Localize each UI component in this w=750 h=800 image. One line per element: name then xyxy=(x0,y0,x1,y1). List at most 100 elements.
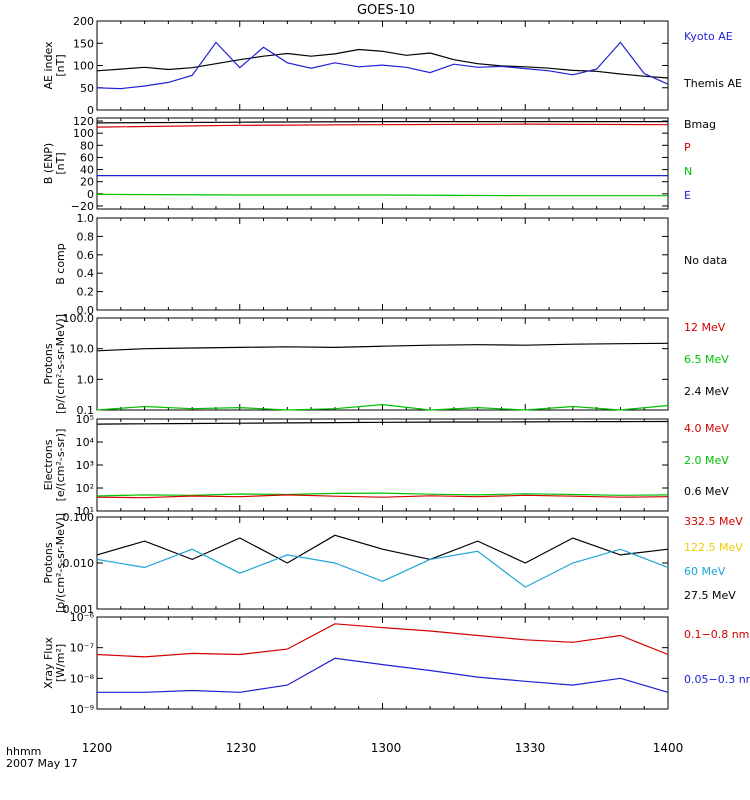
series-60-mev xyxy=(96,548,669,588)
legend-entry: 122.5 MeV xyxy=(684,541,743,554)
series-kyoto-ae xyxy=(96,41,669,90)
y-tick-label: 0.4 xyxy=(77,267,95,280)
panel-protons2: 0.001 0.010 0.100 Protons [p/(cm²-s-sr-MeV)]… xyxy=(42,511,743,616)
panel-protons1: 0.1 1.0 10.0 100.0 Protons [p/(cm²-s-sr-MeV)]… xyxy=(42,312,729,417)
y-axis-unit: [nT] xyxy=(54,54,67,76)
panel-xray: 10⁻⁹ 10⁻⁸ 10⁻⁷ 10⁻⁶ Xray Flux [W/m²] 0.1−0.8 n… xyxy=(42,611,750,716)
y-tick-label: 0.2 xyxy=(77,286,95,299)
legend-entry: 332.5 MeV xyxy=(684,515,743,528)
panel-frame xyxy=(96,217,669,311)
series-n xyxy=(96,193,668,197)
y-tick-label: 0.0 xyxy=(77,304,95,317)
y-tick-label: 10⁵ xyxy=(76,413,94,426)
legend-entry: 0.6 MeV xyxy=(684,485,729,498)
panel-ae: 0 50 100 150 200 AE index [nT] Kyoto AE Themis A… xyxy=(42,15,742,117)
y-tick-label: 0.010 xyxy=(63,557,95,570)
x-axis-labels: 1200 1230 1300 1330 1400 xyxy=(82,741,684,755)
y-axis-label: AE index xyxy=(42,41,55,90)
legend-entry: Bmag xyxy=(684,118,716,131)
y-tick-label: 80 xyxy=(80,139,94,152)
y-tick-label: 1.0 xyxy=(77,212,95,225)
y-tick-label: 0.6 xyxy=(77,249,95,262)
y-tick-label: 10.0 xyxy=(70,343,95,356)
panel-electrons: 10¹ 10² 10³ 10⁴ 10⁵ Electrons [e/(cm²-s-sr)] 4.… xyxy=(42,413,729,518)
panel-frame xyxy=(96,516,669,610)
series-0-6-mev xyxy=(96,420,669,425)
y-tick-label: 10⁻⁸ xyxy=(70,672,95,685)
y-tick-label: 0.100 xyxy=(63,511,95,524)
x-tick-1400: 1400 xyxy=(653,741,684,755)
y-tick-label: 20 xyxy=(80,176,94,189)
legend-entry: 2.0 MeV xyxy=(684,454,729,467)
y-axis-label: B comp xyxy=(54,243,67,285)
y-axis-label: B (ENP) xyxy=(42,143,55,184)
series-0-1-0-8-nm xyxy=(96,623,669,658)
legend-entry: 12 MeV xyxy=(684,321,726,334)
x-tick-1200: 1200 xyxy=(82,741,113,755)
legend-entry: 6.5 MeV xyxy=(684,353,729,366)
y-tick-label: 120 xyxy=(73,115,94,128)
legend-entry: Kyoto AE xyxy=(684,30,733,43)
legend-entry: E xyxy=(684,189,691,202)
y-tick-label: 0 xyxy=(87,188,94,201)
legend-entry: N xyxy=(684,165,692,178)
legend-entry: 0.1−0.8 nm xyxy=(684,628,749,641)
legend-entry: No data xyxy=(684,254,727,267)
legend-entry: 27.5 MeV xyxy=(684,589,736,602)
y-axis-unit: [e/(cm²-s-sr)] xyxy=(54,429,67,502)
panel-frame xyxy=(96,317,669,411)
x-tick-1230: 1230 xyxy=(226,741,257,755)
y-axis-unit: [p/(cm²-s-sr-MeV)] xyxy=(54,513,67,613)
y-tick-label: 0.8 xyxy=(77,230,95,243)
panel-frame xyxy=(96,616,669,710)
legend-entry: Themis AE xyxy=(683,77,742,90)
series-27-5-mev xyxy=(96,534,669,564)
y-tick-label: 0.001 xyxy=(63,603,95,616)
y-tick-label: 100.0 xyxy=(63,312,95,325)
y-axis-label: Electrons xyxy=(42,439,55,490)
series-4-0-mev xyxy=(96,494,669,499)
series-themis-ae xyxy=(96,48,669,79)
legend-entry: 2.4 MeV xyxy=(684,385,729,398)
y-tick-label: 100 xyxy=(73,127,94,140)
y-tick-label: 60 xyxy=(80,151,94,164)
y-tick-label: 0.1 xyxy=(77,404,95,417)
series-6-5-mev xyxy=(96,403,669,411)
time-format-label: hhmm xyxy=(6,745,41,758)
y-tick-label: 0 xyxy=(87,104,94,117)
y-axis-unit: [W/m²] xyxy=(54,644,67,682)
panel-bcomp: 0.0 0.2 0.4 0.6 0.8 1.0 B comp No data xyxy=(54,212,727,317)
y-tick-label: 10⁻⁶ xyxy=(70,611,95,624)
y-axis-unit: [nT] xyxy=(54,152,67,174)
y-tick-label: −20 xyxy=(71,200,94,213)
date-label: 2007 May 17 xyxy=(6,757,78,770)
y-tick-label: 10³ xyxy=(76,459,94,472)
y-tick-label: 10¹ xyxy=(76,505,94,518)
series-2-4-mev xyxy=(96,342,669,352)
y-axis-label: Protons xyxy=(42,542,55,583)
y-tick-label: 200 xyxy=(73,15,94,28)
y-tick-label: 10⁻⁷ xyxy=(70,642,94,655)
legend-entry: 4.0 MeV xyxy=(684,422,729,435)
legend-entry: 60 MeV xyxy=(684,565,726,578)
series-0-05-0-3-nm xyxy=(97,657,669,693)
y-axis-unit: [p/(cm²-s-sr-MeV)] xyxy=(54,314,67,414)
y-axis-label: Xray Flux xyxy=(42,637,55,689)
series-p xyxy=(96,123,669,128)
legend-entry: 0.05−0.3 nm xyxy=(684,673,750,686)
y-tick-label: 150 xyxy=(73,37,94,50)
y-tick-label: 100 xyxy=(73,60,94,73)
legend-entry: P xyxy=(684,141,691,154)
x-tick-1330: 1330 xyxy=(515,741,546,755)
y-tick-label: 1.0 xyxy=(77,373,95,386)
y-tick-label: 10⁻⁹ xyxy=(70,703,94,716)
y-axis-label: Protons xyxy=(42,343,55,384)
series-2-0-mev xyxy=(96,492,669,497)
y-tick-label: 40 xyxy=(80,164,94,177)
y-tick-label: 10⁴ xyxy=(76,436,95,449)
plot-title: GOES-10 xyxy=(357,3,415,18)
series-bmag xyxy=(96,121,668,124)
